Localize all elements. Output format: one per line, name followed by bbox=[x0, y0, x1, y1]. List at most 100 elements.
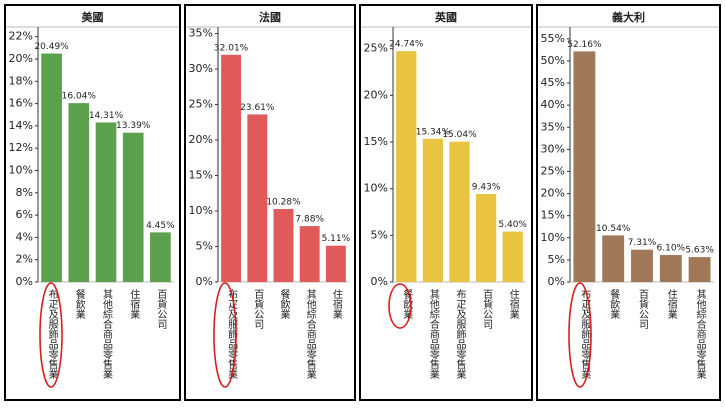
bar bbox=[573, 51, 596, 283]
y-tick-label: 20% bbox=[541, 187, 565, 200]
highlight-ellipse bbox=[388, 283, 412, 329]
y-tick-label: 16% bbox=[9, 97, 33, 110]
y-tick-label: 15% bbox=[541, 209, 565, 222]
y-tick-label: 15% bbox=[189, 169, 213, 182]
y-tick-label: 45% bbox=[541, 76, 565, 89]
x-tick-label: 其他綜合商品零售業 bbox=[694, 289, 706, 380]
x-tick-label: 百貨公司 bbox=[252, 289, 264, 329]
value-label: 13.39% bbox=[116, 121, 151, 131]
y-tick-label: 10% bbox=[364, 182, 388, 195]
x-tick-label: 其他綜合商品零售業 bbox=[101, 289, 113, 380]
x-tick-label: 住宿業 bbox=[330, 288, 342, 320]
bar bbox=[41, 53, 62, 282]
chart-title: 義大利 bbox=[612, 10, 645, 24]
y-tick-label: 25% bbox=[189, 98, 213, 111]
chart-title: 美國 bbox=[82, 10, 104, 24]
bar bbox=[68, 103, 90, 282]
y-tick-label: 5% bbox=[548, 253, 565, 266]
highlight-ellipse bbox=[39, 282, 63, 388]
bar bbox=[150, 232, 171, 282]
x-tick-label: 餐飲業 bbox=[73, 288, 85, 320]
y-tick-label: 10% bbox=[9, 163, 33, 176]
chart-title: 法國 bbox=[259, 10, 281, 24]
bar bbox=[631, 249, 653, 282]
bar bbox=[422, 138, 444, 282]
bar bbox=[688, 257, 711, 282]
bar bbox=[221, 54, 242, 283]
x-tick-label: 餐飲業 bbox=[278, 288, 290, 320]
y-tick-label: 20% bbox=[364, 88, 388, 101]
value-label: 9.43% bbox=[472, 182, 501, 192]
bar bbox=[247, 114, 268, 282]
bar bbox=[659, 255, 682, 282]
y-tick-label: 0% bbox=[196, 275, 213, 288]
value-label: 6.10% bbox=[657, 244, 686, 254]
y-tick-label: 20% bbox=[9, 52, 33, 65]
value-label: 15.34% bbox=[416, 127, 451, 137]
y-tick-label: 55% bbox=[541, 32, 565, 45]
y-tick-label: 8% bbox=[16, 186, 33, 199]
y-tick-label: 0% bbox=[548, 275, 565, 288]
value-label: 7.88% bbox=[295, 215, 324, 225]
y-tick-label: 30% bbox=[189, 62, 213, 75]
x-tick-label: 百貨公司 bbox=[637, 289, 649, 329]
value-label: 52.16% bbox=[567, 40, 602, 50]
bar bbox=[449, 141, 470, 282]
x-tick-label: 住宿業 bbox=[128, 288, 140, 320]
y-tick-label: 0% bbox=[16, 275, 33, 288]
y-tick-label: 10% bbox=[541, 231, 565, 244]
bar bbox=[299, 226, 320, 282]
x-tick-label: 住宿業 bbox=[507, 288, 519, 320]
value-label: 15.04% bbox=[442, 130, 477, 140]
value-label: 16.04% bbox=[62, 92, 97, 102]
bar bbox=[502, 231, 523, 282]
value-label: 23.61% bbox=[240, 103, 275, 113]
bar bbox=[475, 193, 497, 282]
value-label: 32.01% bbox=[214, 43, 249, 53]
value-label: 5.11% bbox=[322, 234, 351, 244]
x-tick-label: 其他綜合商品零售業 bbox=[304, 289, 316, 380]
y-tick-label: 40% bbox=[541, 98, 565, 111]
x-tick-label: 布疋及服飾品零售業 bbox=[454, 289, 466, 380]
panel-border bbox=[536, 4, 721, 401]
value-label: 7.31% bbox=[628, 238, 657, 248]
y-tick-label: 5% bbox=[196, 240, 213, 253]
y-tick-label: 6% bbox=[16, 208, 33, 221]
value-label: 4.45% bbox=[146, 221, 175, 231]
value-label: 14.31% bbox=[89, 111, 124, 121]
bar bbox=[122, 132, 144, 282]
y-tick-label: 10% bbox=[189, 204, 213, 217]
value-label: 5.40% bbox=[498, 220, 527, 230]
x-tick-label: 百貨公司 bbox=[155, 289, 167, 329]
y-tick-label: 4% bbox=[16, 230, 33, 243]
y-tick-label: 18% bbox=[9, 74, 33, 87]
value-label: 10.54% bbox=[596, 224, 631, 234]
value-label: 5.63% bbox=[685, 246, 714, 256]
bar bbox=[273, 209, 294, 282]
y-tick-label: 50% bbox=[541, 54, 565, 67]
y-tick-label: 15% bbox=[364, 135, 388, 148]
x-tick-label: 其他綜合商品零售業 bbox=[427, 289, 439, 380]
y-tick-label: 25% bbox=[364, 42, 388, 55]
bar bbox=[396, 51, 417, 282]
x-tick-label: 百貨公司 bbox=[481, 289, 493, 329]
value-label: 10.28% bbox=[266, 198, 301, 208]
y-tick-label: 2% bbox=[16, 253, 33, 266]
bar bbox=[325, 245, 346, 282]
y-tick-label: 0% bbox=[371, 275, 388, 288]
y-tick-label: 30% bbox=[541, 142, 565, 155]
x-tick-label: 住宿業 bbox=[665, 288, 677, 320]
y-tick-label: 12% bbox=[9, 141, 33, 154]
panel-border bbox=[4, 4, 181, 401]
panel-border bbox=[184, 4, 356, 401]
bar bbox=[602, 235, 625, 282]
y-tick-label: 35% bbox=[189, 27, 213, 40]
y-tick-label: 22% bbox=[9, 30, 33, 43]
x-tick-label: 布疋及服飾品零售業 bbox=[579, 289, 591, 380]
y-tick-label: 5% bbox=[371, 228, 388, 241]
value-label: 24.74% bbox=[389, 40, 424, 50]
y-tick-label: 20% bbox=[189, 133, 213, 146]
highlight-ellipse bbox=[213, 282, 237, 388]
y-tick-label: 35% bbox=[541, 120, 565, 133]
